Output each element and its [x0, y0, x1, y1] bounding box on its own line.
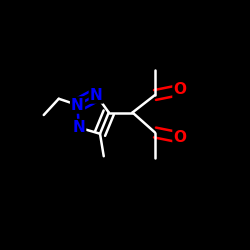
Text: N: N	[71, 98, 84, 112]
Text: N: N	[90, 88, 103, 102]
Text: N: N	[72, 120, 85, 135]
Text: O: O	[174, 82, 186, 98]
Text: O: O	[174, 130, 186, 145]
